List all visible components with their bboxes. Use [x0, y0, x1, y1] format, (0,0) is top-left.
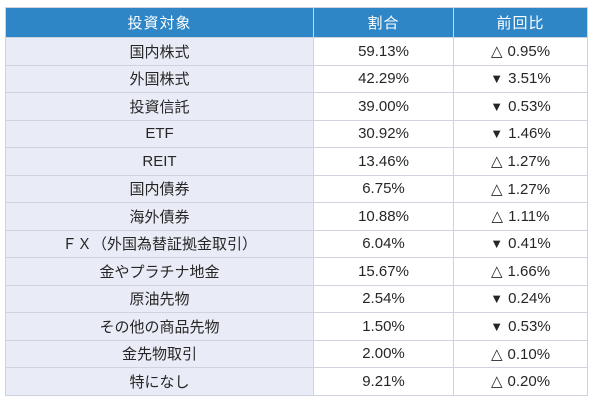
triangle-up-icon: △: [490, 180, 503, 198]
change-value: 0.53%: [508, 317, 551, 335]
table-row: ETF 30.92% ▼ 1.46%: [5, 119, 588, 148]
cell-change: △ 1.66%: [453, 257, 588, 286]
cell-change: ▼ 3.51%: [453, 64, 588, 93]
cell-change: ▼ 0.24%: [453, 284, 588, 313]
cell-target: 投資信託: [5, 92, 314, 121]
triangle-up-icon: △: [490, 43, 503, 61]
triangle-down-icon: ▼: [490, 318, 504, 334]
change-value: 3.51%: [508, 70, 551, 88]
cell-target: 原油先物: [5, 284, 314, 313]
cell-change: ▼ 0.41%: [453, 229, 588, 258]
table-row: 国内株式 59.13% △ 0.95%: [5, 37, 588, 66]
table-row: REIT 13.46% △ 1.27%: [5, 147, 588, 176]
cell-target: 金先物取引: [5, 339, 314, 368]
cell-target: 海外債券: [5, 202, 314, 231]
header-cell-change: 前回比: [453, 7, 588, 38]
cell-target: REIT: [5, 147, 314, 176]
change-value: 1.11%: [508, 208, 550, 226]
cell-ratio: 6.04%: [313, 229, 454, 258]
cell-ratio: 59.13%: [313, 37, 454, 66]
table-row: 国内債券 6.75% △ 1.27%: [5, 174, 588, 203]
table-row: 金先物取引 2.00% △ 0.10%: [5, 339, 588, 368]
cell-ratio: 13.46%: [313, 147, 454, 176]
cell-target: その他の商品先物: [5, 312, 314, 341]
change-value: 0.24%: [508, 290, 551, 308]
table-row: 海外債券 10.88% △ 1.11%: [5, 202, 588, 231]
change-value: 0.41%: [508, 235, 551, 253]
cell-ratio: 1.50%: [313, 312, 454, 341]
cell-ratio: 9.21%: [313, 367, 454, 396]
cell-change: ▼ 1.46%: [453, 119, 588, 148]
cell-change: ▼ 0.53%: [453, 312, 588, 341]
change-value: 0.10%: [507, 345, 551, 363]
cell-target: 外国株式: [5, 64, 314, 93]
cell-ratio: 42.29%: [313, 64, 454, 93]
change-value: 0.20%: [507, 373, 551, 391]
triangle-up-icon: △: [490, 263, 503, 281]
change-value: 1.27%: [507, 180, 551, 198]
change-value: 0.53%: [508, 97, 551, 115]
change-value: 1.27%: [507, 153, 551, 171]
cell-change: △ 1.27%: [453, 147, 588, 176]
triangle-up-icon: △: [491, 208, 504, 226]
table-row: 金やプラチナ地金 15.67% △ 1.66%: [5, 257, 588, 286]
cell-ratio: 2.54%: [313, 284, 454, 313]
triangle-down-icon: ▼: [490, 98, 504, 114]
header-row: 投資対象 割合 前回比: [5, 7, 588, 38]
triangle-down-icon: ▼: [490, 291, 504, 307]
cell-ratio: 39.00%: [313, 92, 454, 121]
header-cell-target: 投資対象: [5, 7, 314, 38]
triangle-down-icon: ▼: [490, 71, 504, 87]
cell-change: △ 0.20%: [453, 367, 588, 396]
header-cell-ratio: 割合: [313, 7, 454, 38]
change-value: 1.66%: [507, 263, 551, 281]
cell-target: 特になし: [5, 367, 314, 396]
table-row: 投資信託 39.00% ▼ 0.53%: [5, 92, 588, 121]
cell-change: △ 0.10%: [453, 339, 588, 368]
cell-ratio: 2.00%: [313, 339, 454, 368]
table-row: 原油先物 2.54% ▼ 0.24%: [5, 284, 588, 313]
cell-target: ＦＸ（外国為替証拠金取引）: [5, 229, 314, 258]
triangle-down-icon: ▼: [490, 236, 504, 252]
change-value: 0.95%: [507, 43, 551, 61]
table-body: 国内株式 59.13% △ 0.95% 外国株式 42.29% ▼ 3.51% 投資信託 39.0…: [5, 37, 588, 396]
change-value: 1.46%: [508, 125, 551, 143]
cell-target: 金やプラチナ地金: [5, 257, 314, 286]
cell-ratio: 10.88%: [313, 202, 454, 231]
cell-target: 国内株式: [5, 37, 314, 66]
triangle-up-icon: △: [490, 153, 503, 171]
cell-change: △ 1.27%: [453, 174, 588, 203]
table-row: その他の商品先物 1.50% ▼ 0.53%: [5, 312, 588, 341]
table-row: 外国株式 42.29% ▼ 3.51%: [5, 64, 588, 93]
cell-change: △ 1.11%: [453, 202, 588, 231]
cell-ratio: 15.67%: [313, 257, 454, 286]
cell-target: 国内債券: [5, 174, 314, 203]
table-row: 特になし 9.21% △ 0.20%: [5, 367, 588, 396]
cell-change: △ 0.95%: [453, 37, 588, 66]
triangle-up-icon: △: [490, 373, 503, 391]
cell-ratio: 6.75%: [313, 174, 454, 203]
cell-change: ▼ 0.53%: [453, 92, 588, 121]
triangle-up-icon: △: [490, 345, 503, 363]
investment-allocation-table: 投資対象 割合 前回比 国内株式 59.13% △ 0.95% 外国株式 42.29% ▼ 3…: [5, 7, 588, 396]
triangle-down-icon: ▼: [490, 126, 504, 142]
cell-ratio: 30.92%: [313, 119, 454, 148]
table-row: ＦＸ（外国為替証拠金取引） 6.04% ▼ 0.41%: [5, 229, 588, 258]
cell-target: ETF: [5, 119, 314, 148]
